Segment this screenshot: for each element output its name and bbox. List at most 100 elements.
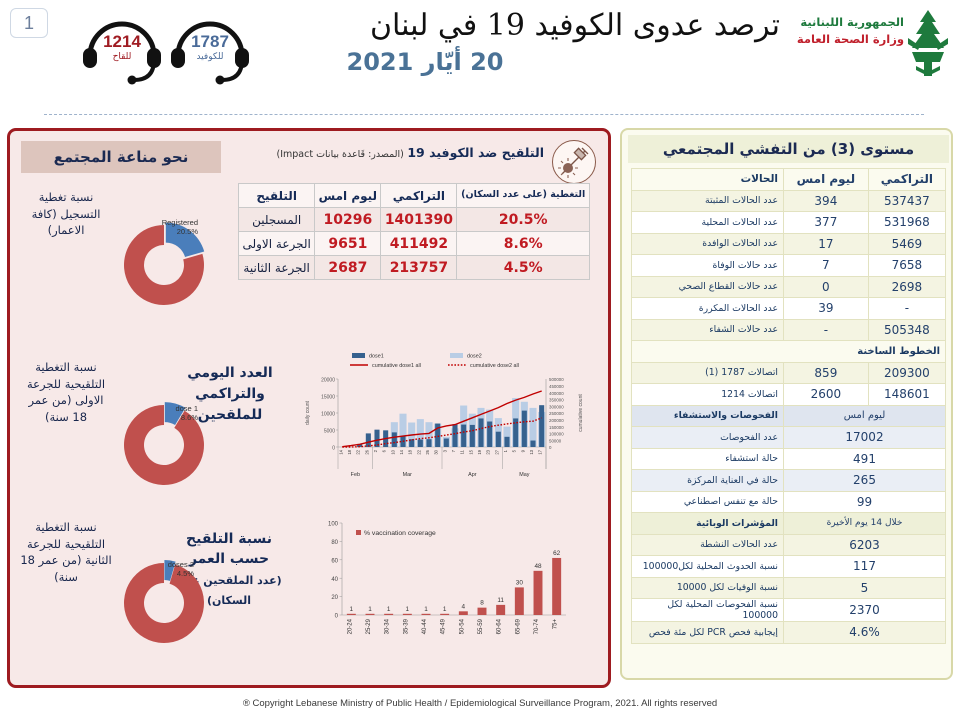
svg-text:100000: 100000 <box>549 432 564 437</box>
table-row: 99 حالة مع تنفس اصطناعي <box>631 490 946 513</box>
svg-text:150000: 150000 <box>549 425 564 430</box>
table-row: 265 حالة في العناية المركزة <box>631 469 946 492</box>
donut-registered-block: نسبة تغطية التسجيل (كافة الاعمار) Regist… <box>16 171 244 351</box>
cell-cumulative: 7658 <box>867 254 947 277</box>
hotline-badge-vaccine: 1214 للقاح <box>76 12 168 88</box>
cell-yesterday: 2687 <box>314 255 382 280</box>
svg-text:9: 9 <box>520 449 525 452</box>
tests-title: الفحوصات والاستشفاء <box>631 404 784 427</box>
svg-text:Registered: Registered <box>162 218 198 227</box>
cell-cumulative: 5469 <box>867 232 947 255</box>
svg-text:350000: 350000 <box>549 398 564 403</box>
svg-text:50-54: 50-54 <box>459 618 465 634</box>
svg-text:23: 23 <box>486 449 491 454</box>
svg-text:18: 18 <box>408 449 413 454</box>
hotline-label-vaccine: للقاح <box>112 52 132 62</box>
cell-coverage: 20.5% <box>456 207 590 232</box>
svg-text:25-29: 25-29 <box>366 618 372 634</box>
cell-cumulative: 505348 <box>867 318 947 341</box>
svg-text:80: 80 <box>331 540 338 546</box>
svg-text:11: 11 <box>460 449 465 454</box>
table-row: 117 نسبة الحدوث المحلية لكل100000 <box>631 555 946 578</box>
svg-text:14: 14 <box>338 449 343 454</box>
cell-label: عدد الحالات المكررة <box>631 297 784 320</box>
cell-cumulative: 1401390 <box>380 207 458 232</box>
page-title: ترصد عدوى الكوفيد 19 في لبنان <box>369 8 780 43</box>
svg-text:17: 17 <box>538 449 543 454</box>
cell-value: 117 <box>783 555 946 578</box>
cell-label: عدد حالات الشفاء <box>631 318 784 341</box>
vaccination-title-source: (المصدر: قَاعدة بيانات Impact) <box>276 149 404 160</box>
table-row: 6203 عدد الحالات النشطة <box>631 533 946 556</box>
svg-text:14: 14 <box>399 449 404 454</box>
cell-yesterday: 859 <box>783 361 869 384</box>
svg-text:8.6%: 8.6% <box>181 413 198 422</box>
cell-cumulative: 213757 <box>380 255 458 280</box>
col-cumulative: التراكمي <box>380 183 458 208</box>
table-header-row: التراكمي ليوم امس الحالات <box>631 168 947 191</box>
cell-yesterday: 7 <box>783 254 869 277</box>
cell-cumulative: 531968 <box>867 211 947 234</box>
ministry-logo: الجمهورية اللبنانية وزارة الصحة العامة <box>786 6 952 80</box>
svg-text:1: 1 <box>424 606 428 613</box>
svg-text:15000: 15000 <box>321 394 335 400</box>
vaccination-title-bold: التلقيح ضد الكوفيد 19 <box>407 145 544 160</box>
hotlines-title: الخطوط الساخنة <box>631 340 946 363</box>
caption-age-chart: نسبة التلقيح حسب العمر (عدد الملقحين على… <box>168 529 290 610</box>
svg-text:1: 1 <box>503 449 508 452</box>
cell-value: 5 <box>783 576 946 599</box>
donut-dose2-block: نسبة التغطية التلقيحية للجرعة الثانية (م… <box>16 509 244 689</box>
cell-cumulative: 537437 <box>867 189 947 212</box>
svg-text:dose1: dose1 <box>369 354 384 360</box>
svg-text:5000: 5000 <box>324 428 335 434</box>
svg-text:7: 7 <box>451 449 456 452</box>
svg-text:300000: 300000 <box>549 404 564 409</box>
cell-label: عدد حالات القطاع الصحي <box>631 275 784 298</box>
svg-text:% vaccination coverage: % vaccination coverage <box>364 530 436 537</box>
svg-text:60: 60 <box>331 558 338 564</box>
svg-text:30: 30 <box>434 449 439 454</box>
indicators-period: خلال 14 يوم الأخيرة <box>783 512 946 535</box>
svg-text:1: 1 <box>350 606 354 613</box>
svg-text:cumulative dose1 all: cumulative dose1 all <box>372 363 421 369</box>
cell-yesterday: 10296 <box>314 207 382 232</box>
svg-text:18: 18 <box>347 449 352 454</box>
svg-text:20-24: 20-24 <box>347 618 353 634</box>
cell-label: إيجابية فحص PCR لكل مئة فحص <box>631 621 784 644</box>
table-row: 4.6% إيجابية فحص PCR لكل مئة فحص <box>631 621 946 644</box>
col-yesterday: ليوم امس <box>783 168 869 191</box>
svg-text:1: 1 <box>387 606 391 613</box>
table-row: 531968 377 عدد الحالات المحلية <box>631 211 947 234</box>
cell-label: المسجلين <box>237 207 316 232</box>
svg-text:daily count: daily count <box>305 400 311 425</box>
donut-label-dose1: نسبة التغطية التلقيحية للجرعة الاولى (من… <box>26 360 106 425</box>
svg-text:0: 0 <box>549 445 552 450</box>
transmission-level-header: مستوى (3) من التفشي المجتمعي <box>628 135 949 163</box>
svg-text:Mar: Mar <box>403 472 412 478</box>
svg-text:40-44: 40-44 <box>422 618 428 634</box>
svg-text:40: 40 <box>331 577 338 583</box>
cell-label: نسبة الوفيات لكل 10000 <box>631 576 784 599</box>
svg-text:55-59: 55-59 <box>478 618 484 634</box>
svg-text:2: 2 <box>373 449 378 452</box>
table-row: 2698 0 عدد حالات القطاع الصحي <box>631 275 947 298</box>
svg-text:13: 13 <box>529 449 534 454</box>
svg-text:3: 3 <box>442 449 447 452</box>
cell-label: الجرعة الثانية <box>237 255 316 280</box>
svg-text:5: 5 <box>512 449 517 452</box>
headset-icon-covid <box>171 21 249 85</box>
caption-age-sub: (عدد الملقحين على السكان) <box>176 573 282 607</box>
svg-text:45-49: 45-49 <box>441 618 447 634</box>
svg-text:22: 22 <box>356 449 361 454</box>
cell-label: عدد الحالات المحلية <box>631 211 784 234</box>
cell-label: اتصالات 1214 <box>631 383 784 406</box>
section-header-indicators: خلال 14 يوم الأخيرة المؤشرات الوبائية <box>631 512 946 535</box>
copyright-footer: ® Copyright Lebanese Ministry of Public … <box>242 698 718 709</box>
cell-coverage: 4.5% <box>456 255 590 280</box>
table-row: 5469 17 عدد الحالات الوافدة <box>631 232 947 255</box>
svg-text:75+: 75+ <box>553 619 559 630</box>
cell-label: عدد الحالات النشطة <box>631 533 784 556</box>
col-cumulative: التراكمي <box>867 168 947 191</box>
svg-text:cumulative dose2 all: cumulative dose2 all <box>470 363 519 369</box>
